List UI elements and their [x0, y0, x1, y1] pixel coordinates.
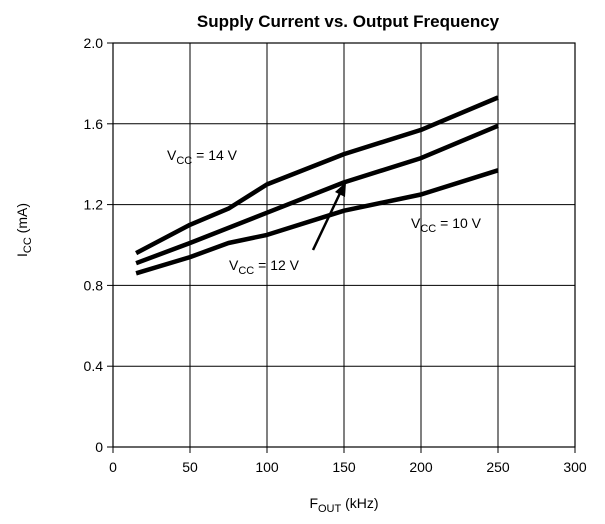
x-tick-label: 0	[109, 459, 117, 475]
y-tick-label: 2.0	[84, 35, 104, 51]
y-tick-label: 0.8	[84, 277, 104, 293]
y-tick-label: 0.4	[84, 358, 104, 374]
x-tick-label: 100	[255, 459, 279, 475]
x-tick-label: 300	[563, 459, 587, 475]
series-lines	[135, 95, 499, 276]
series-label-vcc-12: VCC = 12 V	[229, 257, 300, 277]
x-tick-label: 150	[332, 459, 356, 475]
y-tick-label: 1.6	[84, 116, 104, 132]
chart-title: Supply Current vs. Output Frequency	[197, 12, 500, 31]
series-line-vcc-14	[135, 95, 499, 256]
y-tick-label: 0	[95, 439, 103, 455]
y-tick-label: 1.2	[84, 197, 104, 213]
series-line-vcc-10	[135, 168, 499, 276]
grid	[113, 43, 575, 447]
axis-ticks: 0 50 100 150 200 250 300 0 0.4 0.8 1.2 1.6 2.0	[84, 35, 587, 475]
y-axis-label: ICC (mA)	[14, 203, 34, 257]
x-axis-label: FOUT (kHz)	[309, 495, 378, 515]
series-label-vcc-14: VCC = 14 V	[167, 147, 238, 167]
x-tick-label: 50	[182, 459, 198, 475]
x-tick-label: 250	[486, 459, 510, 475]
series-label-vcc-10: VCC = 10 V	[411, 215, 482, 235]
x-tick-label: 200	[409, 459, 433, 475]
vcc-12-pointer-arrow	[311, 182, 346, 251]
series-line-vcc-12	[135, 123, 499, 266]
